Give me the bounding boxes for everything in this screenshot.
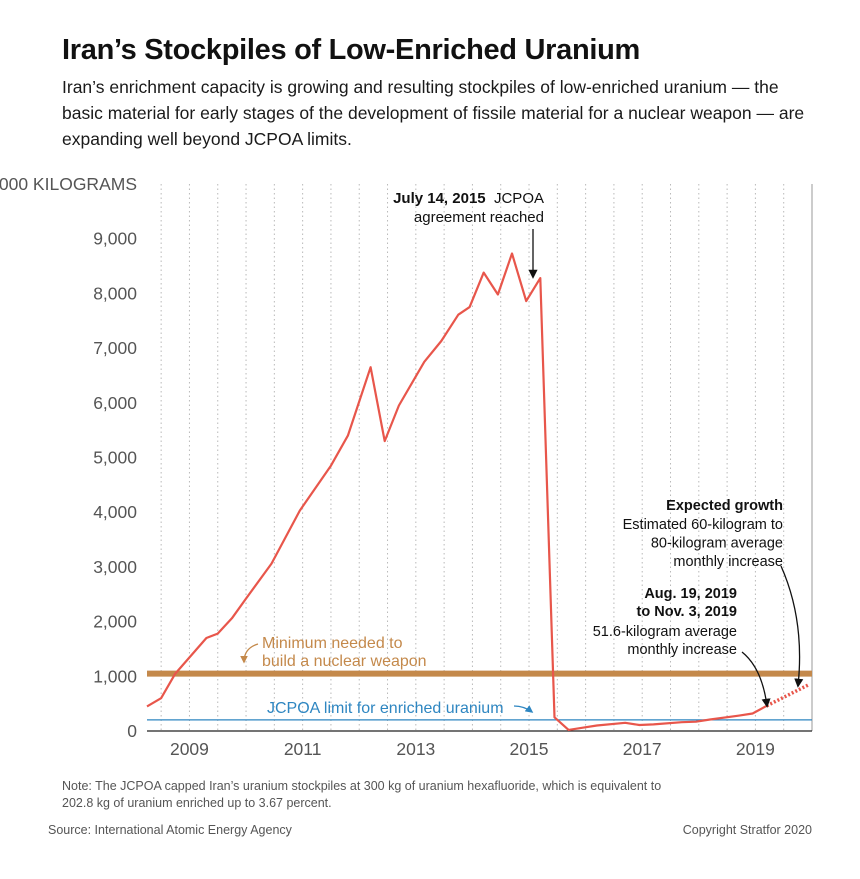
y-tick-label: 2,000 [93, 612, 137, 632]
x-tick-label: 2009 [170, 739, 209, 759]
minimum-weapon-label: Minimum needed to build a nuclear weapon [262, 635, 427, 670]
annotation-expected-line: 80-kilogram average [651, 536, 783, 552]
x-tick-label: 2015 [510, 739, 549, 759]
chart-source: Source: International Atomic Energy Agen… [48, 823, 292, 837]
y-tick-label: 10,000 KILOGRAMS [0, 174, 137, 194]
minimum-weapon-label-line: Minimum needed to [262, 635, 403, 652]
y-tick-label: 6,000 [93, 393, 137, 413]
chart-subtitle: Iran’s enrichment capacity is growing an… [62, 77, 805, 149]
annotation-jcpoa-text: JCPOA [486, 190, 544, 207]
annotation-expected-arrow [780, 565, 804, 688]
chart-copyright: Copyright Stratfor 2020 [682, 823, 812, 837]
annotation-observed-title: to Nov. 3, 2019 [637, 604, 737, 620]
chart-title: Iran’s Stockpiles of Low-Enriched Uraniu… [62, 34, 641, 66]
annotation-expected-line: monthly increase [673, 554, 783, 570]
y-tick-label: 8,000 [93, 283, 137, 303]
minimum-weapon-arrow [240, 643, 259, 664]
y-tick-label: 4,000 [93, 502, 137, 522]
y-tick-label: 3,000 [93, 557, 137, 577]
x-tick-label: 2013 [396, 739, 435, 759]
x-tick-label: 2019 [736, 739, 775, 759]
axis-layer: 0 1,000 2,000 3,000 4,000 5,000 6,000 7,000 8,00… [0, 174, 812, 759]
y-tick-label: 1,000 [93, 666, 137, 686]
annotation-jcpoa-date: July 14, 2015 [393, 190, 486, 207]
y-tick-label: 9,000 [93, 229, 137, 249]
x-tick-label: 2011 [284, 739, 322, 759]
annotation-expected-title: Expected growth [666, 498, 783, 514]
reference-lines-layer: Minimum needed to build a nuclear weapon J… [147, 635, 812, 721]
minimum-weapon-label-line: build a nuclear weapon [262, 653, 427, 670]
chart-note: Note: The JCPOA capped Iran’s uranium st… [62, 779, 662, 810]
annotation-observed-line: monthly increase [627, 642, 737, 658]
annotation-jcpoa-line1: July 14, 2015 JCPOA [393, 190, 544, 207]
projected-series-line [765, 682, 810, 708]
jcpoa-limit-label: JCPOA limit for enriched uranium [267, 700, 504, 717]
y-tick-label: 7,000 [93, 338, 137, 358]
annotation-observed-title: Aug. 19, 2019 [644, 586, 737, 602]
annotation-expected-line: Estimated 60-kilogram to [623, 517, 783, 533]
x-tick-label: 2017 [623, 739, 662, 759]
y-tick-label: 5,000 [93, 448, 137, 468]
stockpile-series-line [146, 252, 768, 732]
annotations-layer: July 14, 2015 JCPOA agreement reached Expe… [393, 190, 804, 708]
series-layer [146, 252, 810, 732]
annotation-observed-arrow [741, 651, 771, 708]
annotation-jcpoa-line2: agreement reached [414, 209, 544, 226]
annotation-observed-line: 51.6-kilogram average [593, 624, 737, 640]
y-tick-label: 0 [127, 721, 137, 741]
grid-layer [160, 184, 813, 731]
jcpoa-limit-arrow [513, 705, 534, 713]
